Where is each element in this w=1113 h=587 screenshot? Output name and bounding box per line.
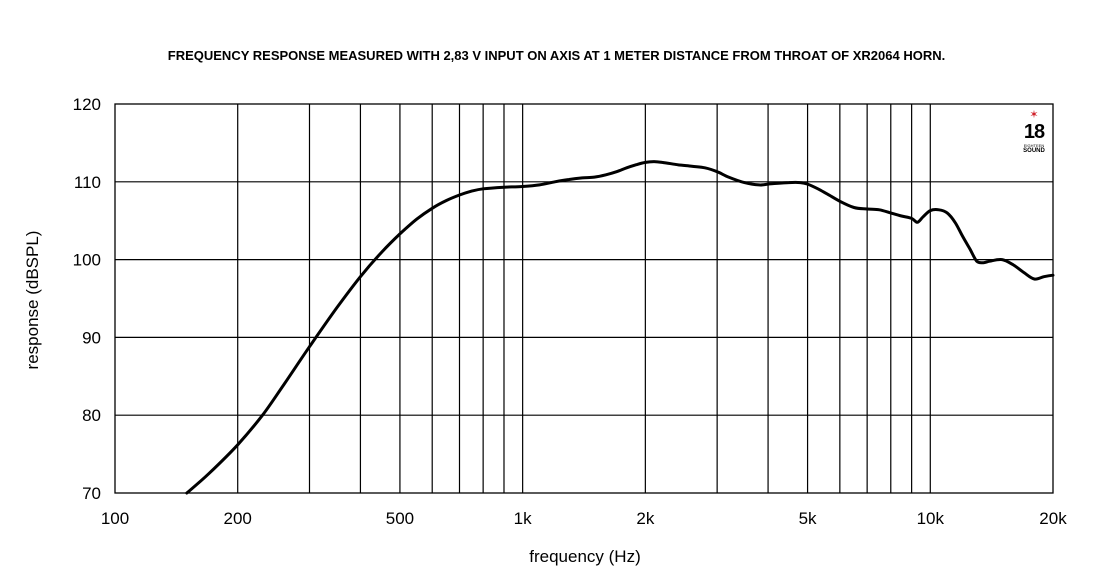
eighteen-sound-logo: ✶ 18 EIGHTEEN SOUND: [1018, 110, 1050, 170]
plot-frame: [114, 103, 1054, 494]
y-axis-label: response (dBSPL): [23, 230, 42, 370]
tick-layer: 100 200 500 1k 2k 5k 10k 20k 70 80 90 100 110 120: [73, 95, 1068, 528]
logo-brand: SOUND: [1023, 148, 1045, 154]
x-tick-label: 100: [101, 509, 129, 528]
y-tick-label: 110: [74, 173, 101, 192]
y-tick-label: 80: [82, 406, 101, 425]
x-tick-label: 20k: [1039, 509, 1067, 528]
x-axis-label: frequency (Hz): [529, 547, 641, 566]
logo-number: 18: [1023, 121, 1045, 143]
y-tick-label: 90: [82, 328, 101, 347]
grid-layer: [115, 104, 1053, 493]
star-icon: ✶: [1029, 109, 1039, 121]
x-tick-label: 500: [386, 509, 414, 528]
y-tick-label: 100: [73, 251, 101, 270]
y-tick-label: 120: [73, 95, 101, 114]
y-tick-label: 70: [82, 484, 101, 503]
chart-title: FREQUENCY RESPONSE MEASURED WITH 2,83 V …: [167, 48, 946, 63]
response-curve: [185, 160, 1055, 495]
logo-subtitle: EIGHTEEN: [1023, 143, 1045, 148]
x-tick-label: 1k: [514, 509, 532, 528]
x-tick-label: 2k: [636, 509, 654, 528]
x-tick-label: 5k: [799, 509, 817, 528]
x-tick-label: 10k: [917, 509, 945, 528]
x-tick-label: 200: [224, 509, 252, 528]
